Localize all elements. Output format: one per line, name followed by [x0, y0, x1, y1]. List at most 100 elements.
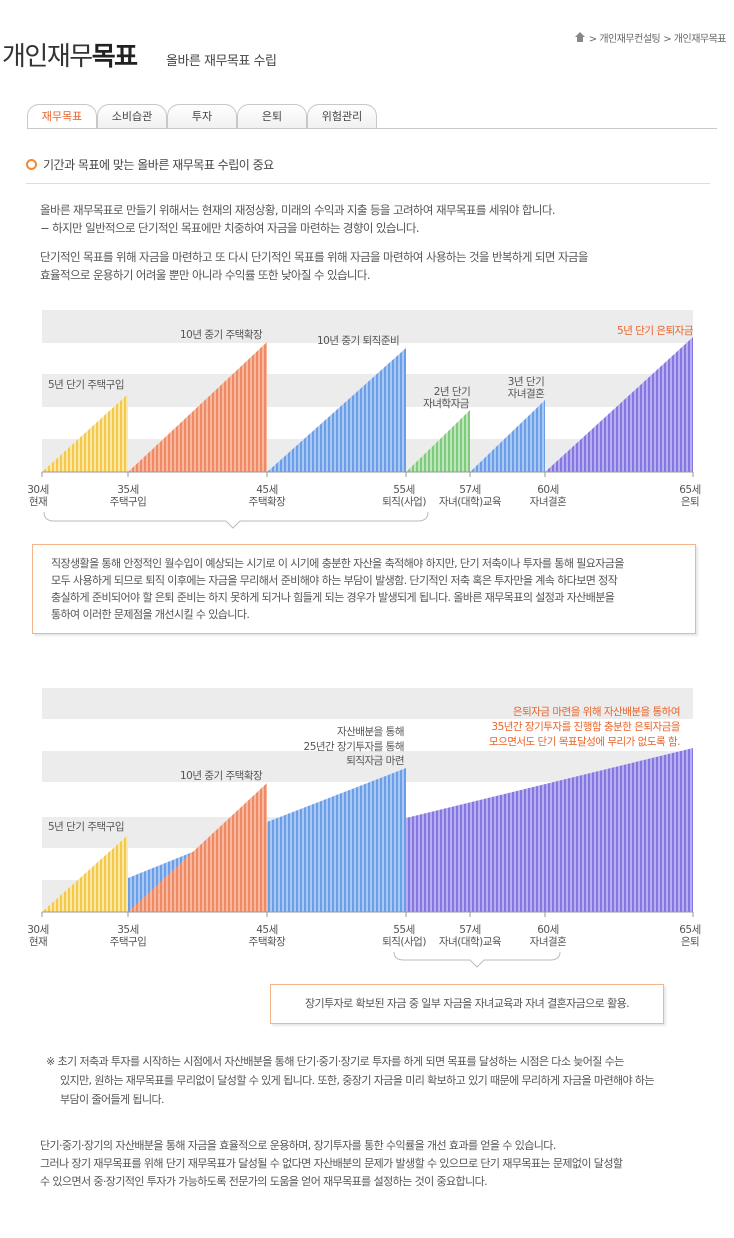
breadcrumb-item[interactable]: > 개인재무컨설팅: [588, 34, 661, 45]
label-retire-10yr: 10년 중기 퇴직준비: [317, 335, 399, 347]
label-education-1: 2년 단기: [434, 386, 471, 398]
segment-house-10yr: [128, 783, 267, 912]
segment-long-term-retirement: [406, 748, 693, 912]
segment-education-2yr: [406, 410, 470, 472]
chart2-labels: 5년 단기 주택구입 10년 중기 주택확장 자산배분을 통해 25년간 장기투…: [48, 705, 681, 833]
label-retirement-2: 35년간 장기투자를 진행함 충분한 은퇴자금을: [491, 721, 680, 733]
tick-age: 57세: [459, 924, 481, 936]
tab-financial-goals[interactable]: 재무목표: [27, 104, 97, 129]
segment-retire-10yr: [267, 348, 406, 472]
tick-label: 자녀결혼: [530, 935, 567, 948]
tick-age: 60세: [537, 484, 559, 496]
tick-label: 퇴직(사업): [382, 495, 426, 508]
breadcrumb-item[interactable]: > 개인재무목표: [663, 34, 726, 45]
tick-label: 현재: [29, 936, 47, 948]
tab-bar: 재무목표 소비습관 투자 은퇴 위험관리: [27, 104, 377, 129]
grid-band: [42, 310, 693, 343]
segment-house-5yr: [42, 835, 128, 912]
tick-age: 65세: [679, 484, 701, 496]
conclusion: 단기·중기·장기의 자산배분을 통해 자금을 효율적으로 운용하며, 장기투자를…: [40, 1137, 623, 1191]
tick-age: 35세: [117, 924, 139, 936]
intro-line: 단기적인 목표를 위해 자금을 마련하고 또 다시 단기적인 목표를 위해 자금…: [40, 250, 588, 264]
tab-risk-management[interactable]: 위험관리: [307, 104, 377, 129]
segment-wedding-3yr: [470, 400, 545, 472]
label-allocation-2: 25년간 장기투자를 통해: [304, 740, 404, 753]
note-line: 직장생활을 통해 안정적인 월수입이 예상되는 시기로 이 시기에 충분한 자산…: [51, 557, 624, 570]
tick-label: 자녀결혼: [530, 495, 567, 508]
tick-label: 퇴직(사업): [382, 935, 426, 948]
tick-age: 30세: [27, 484, 49, 496]
grid-band: [42, 688, 693, 719]
tick-age: 45세: [256, 924, 278, 936]
footnote-line: 부담이 줄어들게 됩니다.: [60, 1093, 164, 1106]
label-allocation-1: 자산배분을 통해: [337, 725, 404, 738]
tick-label: 주택확장: [249, 495, 286, 508]
tab-investment[interactable]: 투자: [167, 104, 237, 129]
segment-retirement-5yr: [545, 337, 693, 472]
bracket-working-years: [43, 511, 429, 529]
intro-paragraph-1: 올바른 재무목표로 만들기 위해서는 현재의 재정상황, 미래의 수익과 지출 …: [40, 201, 555, 237]
tab-spending-habits[interactable]: 소비습관: [97, 104, 167, 129]
label-house-5yr: 5년 단기 주택구입: [48, 820, 124, 833]
note-line: 통하여 이러한 문제점을 개선시킬 수 있습니다.: [51, 608, 250, 621]
tick-label: 주택구입: [110, 935, 147, 948]
intro-paragraph-2: 단기적인 목표를 위해 자금을 마련하고 또 다시 단기적인 목표를 위해 자금…: [40, 248, 588, 284]
tick-age: 30세: [27, 924, 49, 936]
note-line: 충실하게 준비되어야 할 은퇴 준비는 하지 못하게 되거나 힘들게 되는 경우…: [51, 591, 615, 604]
label-wedding-2: 자녀결혼: [508, 387, 545, 400]
page-title-light: 개인재무: [2, 42, 93, 72]
label-allocation-3: 퇴직자금 마련: [346, 755, 404, 767]
chart1-axis-labels: 30세 현재 35세 주택구입 45세 주택확장 55세 퇴직(사업) 57세 …: [27, 484, 701, 508]
label-house-5yr: 5년 단기 주택구입: [48, 378, 124, 391]
breadcrumb: > 개인재무컨설팅 > 개인재무목표: [574, 30, 726, 45]
tick-label: 은퇴: [681, 496, 699, 508]
tick-label: 현재: [29, 496, 47, 508]
bracket-family-events: [393, 951, 561, 968]
chart2-note-box: 장기투자로 확보된 자금 중 일부 자금을 자녀교육과 자녀 결혼자금으로 활용…: [270, 984, 664, 1024]
chart2-axis-labels: 30세 현재 35세 주택구입 45세 주택확장 55세 퇴직(사업) 57세 …: [27, 924, 701, 948]
tick-label: 자녀(대학)교육: [439, 496, 502, 508]
page-title-bold: 목표: [91, 42, 138, 72]
axis-ticks: [41, 912, 694, 917]
section-heading: 기간과 목표에 맞는 올바른 재무목표 수립이 중요: [26, 156, 274, 173]
note-line: 장기투자로 확보된 자금 중 일부 자금을 자녀교육과 자녀 결혼자금으로 활용…: [304, 997, 630, 1010]
tick-age: 55세: [393, 924, 415, 936]
label-education-2: 자녀학자금: [423, 398, 470, 410]
tick-age: 35세: [117, 484, 139, 496]
segment-house-10yr: [128, 342, 267, 472]
label-retirement-5yr: 5년 단기 은퇴자금: [617, 325, 694, 337]
page-title: 개인재무목표: [2, 36, 138, 73]
chart1-note-box: 직장생활을 통해 안정적인 월수입이 예상되는 시기로 이 시기에 충분한 자산…: [32, 544, 696, 634]
label-house-10yr: 10년 중기 주택확장: [180, 328, 263, 341]
circle-bullet-icon: [26, 159, 37, 170]
tick-label: 주택구입: [110, 495, 147, 508]
page-subtitle: 올바른 재무목표 수립: [166, 54, 277, 69]
conclusion-line: 단기·중기·장기의 자산배분을 통해 자금을 효율적으로 운용하며, 장기투자를…: [40, 1139, 556, 1152]
tick-age: 57세: [459, 484, 481, 496]
chart1-labels: 5년 단기 주택구입 10년 중기 주택확장 10년 중기 퇴직준비 2년 단기…: [48, 325, 694, 410]
segment-house-5yr: [42, 394, 128, 472]
tick-label: 주택확장: [249, 935, 286, 948]
intro-line: 올바른 재무목표로 만들기 위해서는 현재의 재정상황, 미래의 수익과 지출 …: [40, 203, 555, 217]
conclusion-line: 그러나 장기 재무목표를 위해 단기 재무목표가 달성될 수 없다면 자산배분의…: [40, 1157, 623, 1170]
tick-label: 자녀(대학)교육: [439, 936, 502, 948]
section-heading-text: 기간과 목표에 맞는 올바른 재무목표 수립이 중요: [43, 158, 274, 172]
section-divider: [26, 183, 710, 184]
label-retirement-3: 모으면서도 단기 목표달성에 무리가 없도록 함.: [489, 735, 680, 748]
home-icon[interactable]: [574, 32, 586, 43]
intro-line: 효율적으로 운용하기 어려울 뿐만 아니라 수익률 또한 낮아질 수 있습니다.: [40, 268, 371, 282]
tick-age: 45세: [256, 484, 278, 496]
tick-age: 60세: [537, 924, 559, 936]
footnote-line: 있지만, 원하는 재무목표를 무리없이 달성할 수 있게 됩니다. 또한, 중장…: [60, 1074, 655, 1087]
label-wedding-1: 3년 단기: [508, 376, 545, 388]
chart-asset-allocation: 5년 단기 주택구입 10년 중기 주택확장 자산배분을 통해 25년간 장기투…: [0, 680, 734, 980]
footnote-line: ※ 초기 저축과 투자를 시작하는 시점에서 자산배분을 통해 단기·중기·장기…: [46, 1055, 624, 1068]
chart-short-term-goals: 5년 단기 주택구입 10년 중기 주택확장 10년 중기 퇴직준비 2년 단기…: [0, 300, 734, 535]
tabs-divider: [27, 128, 717, 129]
tab-retirement[interactable]: 은퇴: [237, 104, 307, 129]
axis-ticks: [41, 472, 694, 477]
label-retirement-1: 은퇴자금 마련을 위해 자산배분을 통하여: [513, 705, 680, 718]
intro-line: − 하지만 일반적으로 단기적인 목표에만 치중하여 자금을 마련하는 경향이 …: [40, 221, 420, 235]
conclusion-line: 수 있으면서 중·장기적인 투자가 가능하도록 전문가의 도움을 얻어 재무목표…: [40, 1175, 488, 1188]
note-line: 모두 사용하게 되므로 퇴직 이후에는 자금을 무리해서 준비해야 하는 부담이…: [51, 574, 618, 587]
